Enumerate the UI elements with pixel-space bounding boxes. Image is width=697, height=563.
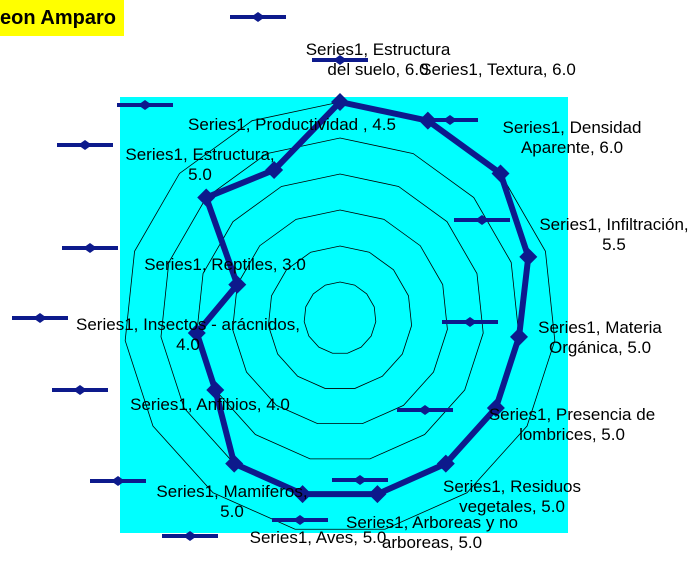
marker (228, 275, 247, 294)
label-key-marker (73, 385, 87, 395)
marker (293, 485, 312, 504)
marker (486, 399, 505, 417)
data-label: Series1, Arboreas y no arboreas, 5.0 (346, 513, 518, 552)
label-key-marker (418, 405, 432, 415)
marker (510, 327, 529, 346)
chart-title: eon Amparo (0, 0, 124, 36)
data-label: Series1, Aves, 5.0 (249, 528, 387, 547)
data-label: Series1, Materia Orgánica, 5.0 (538, 318, 662, 357)
data-label: Series1, Anfibios, 4.0 (130, 395, 290, 414)
label-key-marker (463, 317, 477, 327)
grid-ring (124, 101, 556, 530)
label-key-marker (83, 243, 97, 253)
marker (225, 454, 244, 473)
label-key-marker (251, 12, 265, 22)
grid-ring (196, 173, 484, 460)
data-label: Series1, Infiltración, 5.5 (539, 215, 689, 254)
data-label: Series1, Reptiles, 3.0 (144, 255, 306, 274)
marker (491, 164, 510, 183)
marker (265, 161, 284, 180)
label-key-marker (475, 215, 489, 225)
data-label: Series1, Presencia de lombrices, 5.0 (488, 405, 656, 444)
data-label: Series1, Textura, 6.0 (420, 60, 576, 79)
label-key-marker (443, 115, 457, 125)
marker (206, 381, 225, 399)
label-key-marker (293, 515, 307, 525)
label-key-marker (333, 55, 347, 65)
grid-ring (232, 209, 448, 425)
label-key-marker (111, 476, 125, 486)
marker (331, 93, 349, 111)
label-key-marker (138, 100, 152, 110)
label-key-marker (78, 140, 92, 150)
series-line (193, 99, 532, 498)
grid-ring (303, 281, 377, 354)
data-label: Series1, Productividad , 4.5 (188, 115, 396, 134)
grid-ring (267, 245, 413, 389)
data-label: Series1, Insectos - arácnidos, 4.0 (76, 315, 300, 354)
data-label: Series1, Residuos vegetales, 5.0 (443, 477, 581, 516)
marker (519, 247, 538, 266)
label-key-marker (183, 531, 197, 541)
label-key-marker (353, 475, 367, 485)
data-label: Series1, Densidad Aparente, 6.0 (502, 118, 642, 157)
data-label: Series1, Estructura, 5.0 (125, 145, 275, 184)
marker (197, 188, 216, 207)
data-label: Series1, Estructura del suelo, 6.0 (305, 40, 451, 79)
data-label: Series1, Mamiferos, 5.0 (156, 482, 308, 521)
marker (436, 454, 455, 473)
marker (187, 324, 206, 343)
marker (368, 485, 387, 504)
label-key-marker (33, 313, 47, 323)
